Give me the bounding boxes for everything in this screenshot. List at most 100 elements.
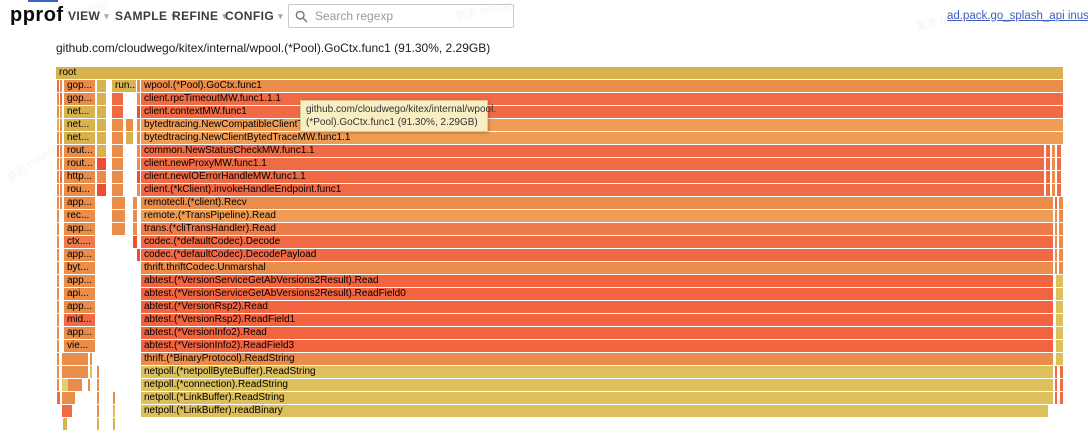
flame-cell-fragment[interactable] (60, 119, 62, 131)
flame-cell[interactable]: bytedtracing.NewClientBytedTraceMW.func1… (141, 132, 1063, 144)
flame-cell-fragment[interactable] (1059, 210, 1063, 222)
flame-cell[interactable]: vie... (64, 340, 95, 352)
flame-cell-fragment[interactable] (1055, 210, 1057, 222)
flame-cell-fragment[interactable] (57, 158, 59, 170)
flame-cell[interactable]: abtest.(*VersionInfo2).Read (141, 327, 1053, 339)
flame-cell-fragment[interactable] (1052, 145, 1055, 157)
flame-cell-fragment[interactable] (57, 132, 59, 144)
flame-cell-fragment[interactable] (97, 106, 106, 118)
flame-cell-fragment[interactable] (88, 379, 90, 391)
flame-cell-fragment[interactable] (112, 132, 123, 144)
flame-cell-fragment[interactable] (1052, 184, 1055, 196)
flame-cell-fragment[interactable] (1060, 392, 1063, 404)
flame-cell-fragment[interactable] (97, 379, 99, 391)
flame-cell-fragment[interactable] (1055, 379, 1057, 391)
flame-cell[interactable]: wpool.(*Pool).GoCtx.func1 (141, 80, 1063, 92)
flame-cell[interactable]: rou... (64, 184, 95, 196)
flame-cell-fragment[interactable] (75, 366, 88, 378)
flame-cell-fragment[interactable] (68, 379, 82, 391)
flame-cell-fragment[interactable] (112, 145, 123, 157)
flame-cell-fragment[interactable] (113, 418, 115, 430)
flame-cell-fragment[interactable] (90, 366, 92, 378)
flame-cell-fragment[interactable] (57, 301, 59, 313)
flame-cell-fragment[interactable] (97, 171, 106, 183)
flame-cell-fragment[interactable] (62, 366, 75, 378)
flame-cell[interactable]: abtest.(*VersionInfo2).ReadField3 (141, 340, 1053, 352)
menu-refine[interactable]: REFINE ▾ (172, 9, 227, 23)
flame-cell[interactable]: netpoll.(*netpollByteBuffer).ReadString (141, 366, 1053, 378)
flame-cell[interactable]: bytedtracing.NewCompatibleClientT... (141, 119, 1063, 131)
flame-cell-fragment[interactable] (137, 80, 140, 92)
flame-cell-fragment[interactable] (60, 197, 62, 209)
flame-cell-fragment[interactable] (57, 327, 59, 339)
flame-cell-fragment[interactable] (57, 171, 59, 183)
flame-cell-fragment[interactable] (113, 392, 115, 404)
flame-cell[interactable]: net... (64, 106, 95, 118)
flame-cell[interactable]: abtest.(*VersionRsp2).ReadField1 (141, 314, 1053, 326)
flame-cell[interactable]: byt... (64, 262, 95, 274)
flame-cell[interactable]: common.NewStatusCheckMW.func1.1 (141, 145, 1044, 157)
flame-cell[interactable]: abtest.(*VersionServiceGetAbVersions2Res… (141, 288, 1053, 300)
flame-cell[interactable]: http... (64, 171, 95, 183)
flame-cell-fragment[interactable] (75, 353, 88, 365)
flame-cell[interactable]: app... (64, 275, 95, 287)
flame-cell-fragment[interactable] (112, 184, 123, 196)
flame-cell-fragment[interactable] (97, 80, 106, 92)
flame-cell-fragment[interactable] (1055, 223, 1057, 235)
flame-cell-fragment[interactable] (97, 366, 99, 378)
flame-cell-fragment[interactable] (113, 405, 115, 417)
flame-cell[interactable]: codec.(*defaultCodec).Decode (141, 236, 1053, 248)
flame-cell-fragment[interactable] (57, 80, 59, 92)
flame-cell-fragment[interactable] (126, 119, 133, 131)
flame-cell-fragment[interactable] (60, 106, 62, 118)
flame-cell-fragment[interactable] (57, 106, 59, 118)
menu-sample[interactable]: SAMPLE ▾ (115, 9, 176, 23)
flame-cell-fragment[interactable] (57, 210, 59, 222)
flame-cell[interactable]: netpoll.(*LinkBuffer).readBinary (141, 405, 1048, 417)
flame-cell-fragment[interactable] (133, 223, 137, 235)
flame-cell-fragment[interactable] (97, 93, 106, 105)
flame-cell-fragment[interactable] (1056, 301, 1063, 313)
flame-cell-fragment[interactable] (1052, 158, 1055, 170)
flame-cell[interactable]: mid... (64, 314, 95, 326)
flame-cell-fragment[interactable] (57, 184, 59, 196)
flame-cell-fragment[interactable] (97, 418, 99, 430)
flame-cell[interactable]: codec.(*defaultCodec).DecodePayload (141, 249, 1053, 261)
flame-cell-fragment[interactable] (1056, 340, 1063, 352)
flame-cell-fragment[interactable] (57, 145, 59, 157)
flame-cell-fragment[interactable] (1055, 249, 1057, 261)
flame-cell-fragment[interactable] (1056, 275, 1063, 287)
flame-cell-fragment[interactable] (1057, 171, 1061, 183)
flame-cell-fragment[interactable] (1055, 262, 1057, 274)
flame-cell-fragment[interactable] (57, 340, 59, 352)
flame-cell[interactable]: app... (64, 327, 95, 339)
flame-cell-fragment[interactable] (1059, 197, 1063, 209)
flame-cell-fragment[interactable] (63, 418, 67, 430)
flame-cell-fragment[interactable] (1059, 223, 1063, 235)
flame-cell-fragment[interactable] (112, 197, 125, 209)
flame-cell-fragment[interactable] (1059, 262, 1063, 274)
flame-cell[interactable]: rout... (64, 145, 95, 157)
flame-cell[interactable]: rout... (64, 158, 95, 170)
flame-cell[interactable]: client.newProxyMW.func1.1 (141, 158, 1044, 170)
flame-cell-fragment[interactable] (112, 106, 123, 118)
profile-link[interactable]: ad.pack.go_splash_api inuse_sp (947, 10, 1088, 22)
flame-cell-fragment[interactable] (1046, 145, 1050, 157)
flame-cell[interactable]: net... (64, 119, 95, 131)
flame-cell[interactable]: run... (112, 80, 136, 92)
flame-cell[interactable]: remotecli.(*client).Recv (141, 197, 1053, 209)
flame-cell[interactable]: abtest.(*VersionServiceGetAbVersions2Res… (141, 275, 1053, 287)
flame-cell-fragment[interactable] (1046, 184, 1050, 196)
flame-cell-fragment[interactable] (62, 405, 72, 417)
flame-cell-fragment[interactable] (57, 249, 59, 261)
flame-cell-fragment[interactable] (1055, 366, 1057, 378)
flame-cell-fragment[interactable] (57, 275, 59, 287)
flame-cell-fragment[interactable] (112, 119, 123, 131)
flame-cell-fragment[interactable] (62, 392, 75, 404)
flame-cell-fragment[interactable] (137, 119, 140, 131)
flame-cell[interactable]: abtest.(*VersionRsp2).Read (141, 301, 1053, 313)
flame-cell-fragment[interactable] (97, 405, 99, 417)
flame-cell-fragment[interactable] (112, 171, 123, 183)
flame-cell-fragment[interactable] (62, 353, 75, 365)
flame-cell-fragment[interactable] (1057, 184, 1061, 196)
